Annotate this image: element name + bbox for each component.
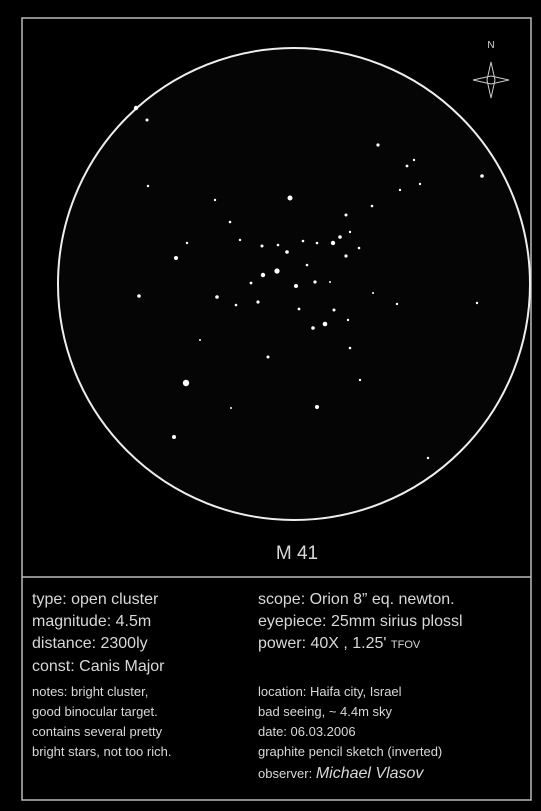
star — [419, 183, 421, 185]
detail: date: 06.03.2006 — [258, 724, 356, 739]
detail: bad seeing, ~ 4.4m sky — [258, 704, 393, 719]
compass-label: N — [487, 40, 494, 51]
star — [344, 254, 347, 257]
star — [476, 302, 478, 304]
star — [306, 264, 309, 267]
star — [134, 106, 138, 110]
power-unit: TFOV — [391, 639, 421, 651]
note: good binocular target. — [32, 704, 158, 719]
star — [331, 241, 335, 245]
star — [199, 339, 201, 341]
star — [267, 356, 270, 359]
star — [261, 245, 264, 248]
star — [230, 407, 232, 409]
star — [172, 435, 176, 439]
star — [214, 199, 216, 201]
star — [323, 322, 328, 327]
info: type: open cluster — [32, 591, 159, 608]
observer: observer: Michael Vlasov — [258, 765, 424, 782]
star — [315, 405, 319, 409]
note: bright stars, not too rich. — [32, 744, 171, 759]
detail: location: Haifa city, Israel — [258, 684, 402, 699]
star — [294, 284, 298, 288]
star — [215, 295, 219, 299]
note: contains several pretty — [32, 724, 163, 739]
star — [427, 457, 429, 459]
observer-name: Michael Vlasov — [316, 765, 425, 782]
star — [274, 268, 279, 273]
star — [285, 250, 289, 254]
star — [146, 119, 149, 122]
field-of-view — [58, 48, 530, 520]
star — [347, 319, 349, 321]
star — [311, 326, 315, 330]
power: power: 40X , 1.25' — [258, 635, 386, 652]
star — [277, 244, 280, 247]
info: scope: Orion 8” eq. newton. — [258, 591, 455, 608]
star — [183, 380, 189, 386]
star — [261, 273, 265, 277]
star — [329, 281, 331, 283]
star — [376, 143, 379, 146]
star — [229, 221, 232, 224]
info: magnitude: 4.5m — [32, 613, 151, 630]
star — [333, 309, 336, 312]
observer-label: observer: — [258, 766, 312, 781]
star — [338, 235, 342, 239]
info: const: Canis Major — [32, 658, 165, 675]
star — [256, 300, 259, 303]
info: eyepiece: 25mm sirius plossl — [258, 613, 463, 630]
star — [174, 256, 178, 260]
star — [371, 205, 374, 208]
star — [372, 292, 374, 294]
star — [250, 282, 253, 285]
star — [358, 247, 361, 250]
title: M 41 — [276, 543, 318, 564]
star — [288, 196, 293, 201]
star — [406, 165, 409, 168]
star — [239, 239, 241, 241]
star — [399, 189, 401, 191]
star — [137, 294, 141, 298]
star — [345, 214, 348, 217]
star — [359, 379, 361, 381]
star — [186, 242, 188, 244]
note: notes: bright cluster, — [32, 684, 148, 699]
star — [316, 242, 319, 245]
star — [313, 280, 316, 283]
star — [396, 303, 398, 305]
info: distance: 2300ly — [32, 635, 148, 652]
star — [235, 304, 238, 307]
sketch-card: N M 41 type: open cluster magnitude: 4.5… — [0, 0, 541, 811]
star — [302, 240, 305, 243]
star — [413, 159, 415, 161]
star — [298, 308, 301, 311]
star — [349, 347, 352, 350]
star — [349, 231, 351, 233]
star — [480, 174, 484, 178]
detail: graphite pencil sketch (inverted) — [258, 744, 442, 759]
star — [147, 185, 149, 187]
